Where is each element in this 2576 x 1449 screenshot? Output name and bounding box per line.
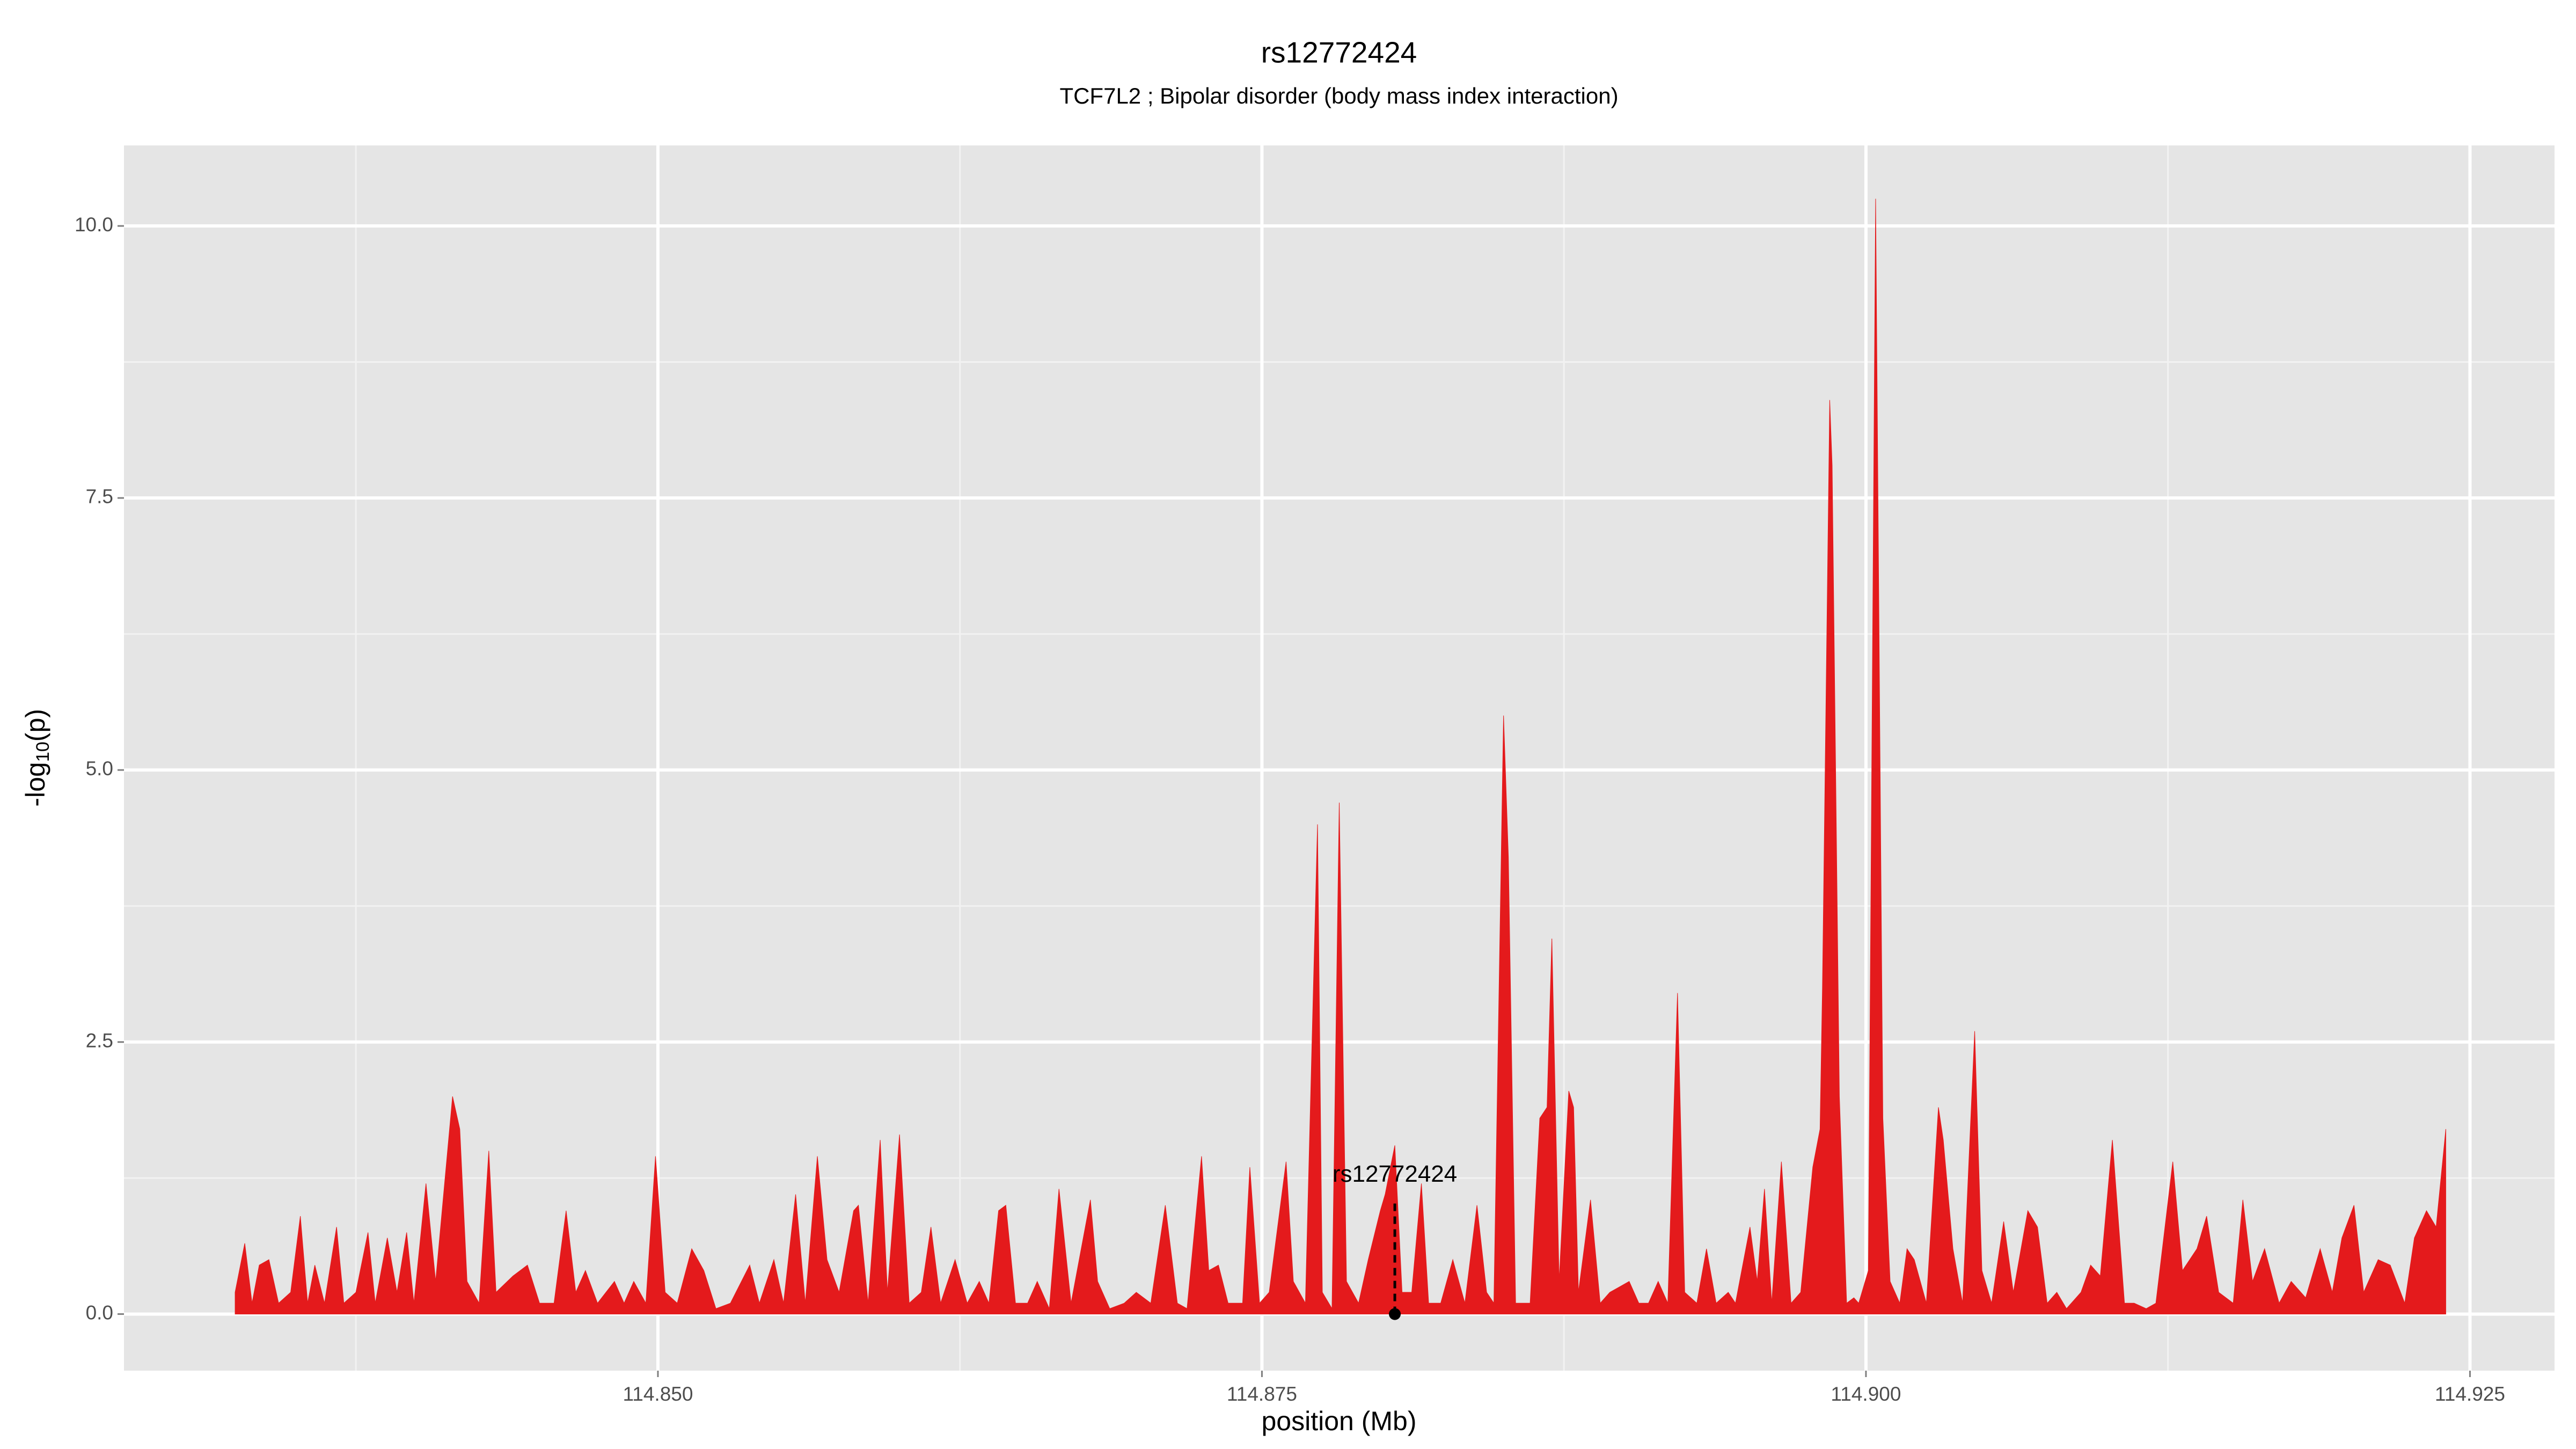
y-tick-label: 0.0 xyxy=(86,1301,113,1323)
annotation-label: rs12772424 xyxy=(1333,1161,1457,1187)
x-tick-label: 114.900 xyxy=(1831,1383,1901,1405)
y-label-subscript: 10 xyxy=(33,742,53,762)
y-tick-label: 7.5 xyxy=(86,486,113,508)
chart-subtitle: TCF7L2 ; Bipolar disorder (body mass ind… xyxy=(1059,83,1618,108)
annotation-point xyxy=(1389,1308,1401,1320)
x-tick-label: 114.925 xyxy=(2435,1383,2505,1405)
x-tick-label: 114.875 xyxy=(1227,1383,1297,1405)
x-tick-label: 114.850 xyxy=(623,1383,693,1405)
x-axis-label: position (Mb) xyxy=(1262,1406,1417,1436)
chart-title: rs12772424 xyxy=(1261,36,1417,69)
y-tick-label: 10.0 xyxy=(75,214,113,236)
y-tick-label: 5.0 xyxy=(86,758,113,780)
y-label-part: (p) xyxy=(20,709,50,742)
area xyxy=(235,199,2446,1315)
y-axis-label: -log10(p) xyxy=(20,709,53,807)
y-tick-label: 2.5 xyxy=(86,1029,113,1051)
y-label-part: -log xyxy=(20,762,50,807)
